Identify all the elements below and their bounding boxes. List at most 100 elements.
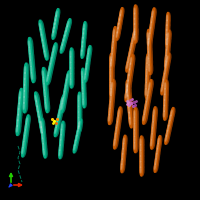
Ellipse shape — [134, 8, 135, 14]
Ellipse shape — [140, 136, 142, 148]
Ellipse shape — [110, 85, 114, 99]
Ellipse shape — [130, 58, 132, 64]
Ellipse shape — [151, 13, 154, 26]
Ellipse shape — [148, 42, 150, 55]
Ellipse shape — [110, 73, 112, 86]
Ellipse shape — [63, 89, 68, 101]
Ellipse shape — [117, 25, 121, 36]
Ellipse shape — [82, 43, 85, 54]
Ellipse shape — [117, 113, 121, 125]
Ellipse shape — [74, 143, 77, 153]
Ellipse shape — [140, 142, 142, 154]
Ellipse shape — [165, 58, 167, 70]
Ellipse shape — [166, 17, 170, 28]
Ellipse shape — [55, 15, 56, 21]
Ellipse shape — [50, 58, 52, 64]
Ellipse shape — [148, 83, 150, 89]
Ellipse shape — [166, 34, 167, 40]
Ellipse shape — [163, 74, 165, 80]
Ellipse shape — [152, 119, 156, 131]
Ellipse shape — [146, 73, 150, 86]
Ellipse shape — [165, 133, 169, 144]
Ellipse shape — [128, 56, 129, 62]
Ellipse shape — [60, 104, 61, 110]
Ellipse shape — [49, 61, 52, 73]
Ellipse shape — [65, 77, 68, 89]
Ellipse shape — [115, 134, 116, 140]
Ellipse shape — [121, 164, 122, 170]
Ellipse shape — [61, 98, 63, 104]
Ellipse shape — [23, 87, 26, 101]
Ellipse shape — [153, 116, 154, 122]
Ellipse shape — [116, 119, 119, 131]
Ellipse shape — [122, 146, 126, 157]
Ellipse shape — [147, 86, 152, 99]
Ellipse shape — [48, 67, 53, 79]
Ellipse shape — [29, 44, 32, 57]
Ellipse shape — [84, 71, 87, 82]
Ellipse shape — [61, 124, 62, 130]
Ellipse shape — [146, 92, 151, 105]
Ellipse shape — [153, 107, 157, 119]
Ellipse shape — [38, 108, 42, 120]
Ellipse shape — [30, 57, 33, 70]
Ellipse shape — [70, 76, 74, 88]
Ellipse shape — [16, 126, 18, 132]
Ellipse shape — [156, 151, 160, 162]
Ellipse shape — [82, 39, 85, 50]
Ellipse shape — [18, 105, 22, 119]
Point — [134, 99, 137, 103]
Ellipse shape — [119, 12, 122, 23]
Ellipse shape — [140, 139, 141, 145]
Ellipse shape — [169, 113, 174, 124]
Ellipse shape — [157, 141, 160, 152]
Ellipse shape — [143, 111, 148, 124]
Ellipse shape — [133, 31, 135, 37]
Ellipse shape — [81, 43, 84, 54]
Ellipse shape — [31, 69, 36, 83]
Ellipse shape — [145, 85, 150, 99]
Ellipse shape — [128, 71, 132, 85]
Ellipse shape — [146, 63, 147, 70]
Ellipse shape — [53, 43, 58, 56]
Ellipse shape — [41, 118, 45, 130]
Ellipse shape — [78, 126, 79, 131]
Ellipse shape — [60, 137, 62, 148]
Ellipse shape — [36, 97, 40, 110]
Ellipse shape — [134, 34, 135, 40]
Ellipse shape — [120, 8, 123, 18]
Ellipse shape — [134, 120, 138, 133]
Ellipse shape — [140, 158, 144, 170]
Ellipse shape — [24, 69, 27, 83]
Ellipse shape — [82, 74, 84, 85]
Ellipse shape — [132, 34, 136, 47]
Ellipse shape — [61, 121, 64, 133]
Ellipse shape — [155, 159, 156, 164]
Ellipse shape — [82, 79, 86, 91]
Ellipse shape — [113, 36, 114, 42]
Ellipse shape — [167, 33, 168, 39]
Ellipse shape — [165, 61, 166, 67]
Ellipse shape — [61, 95, 64, 107]
Point — [125, 99, 128, 102]
Ellipse shape — [60, 134, 61, 140]
Ellipse shape — [43, 42, 48, 54]
Ellipse shape — [150, 137, 153, 149]
Ellipse shape — [134, 5, 138, 17]
Ellipse shape — [17, 117, 20, 130]
Ellipse shape — [82, 68, 84, 80]
Ellipse shape — [118, 107, 122, 119]
Ellipse shape — [152, 8, 156, 20]
Ellipse shape — [110, 57, 113, 69]
Ellipse shape — [58, 107, 63, 119]
Ellipse shape — [167, 15, 168, 21]
Ellipse shape — [127, 86, 131, 100]
Ellipse shape — [65, 23, 69, 34]
Ellipse shape — [110, 57, 111, 63]
Ellipse shape — [19, 92, 21, 98]
Ellipse shape — [60, 132, 63, 143]
Ellipse shape — [56, 119, 60, 131]
Ellipse shape — [52, 31, 54, 36]
Ellipse shape — [123, 135, 127, 147]
Ellipse shape — [140, 164, 142, 176]
